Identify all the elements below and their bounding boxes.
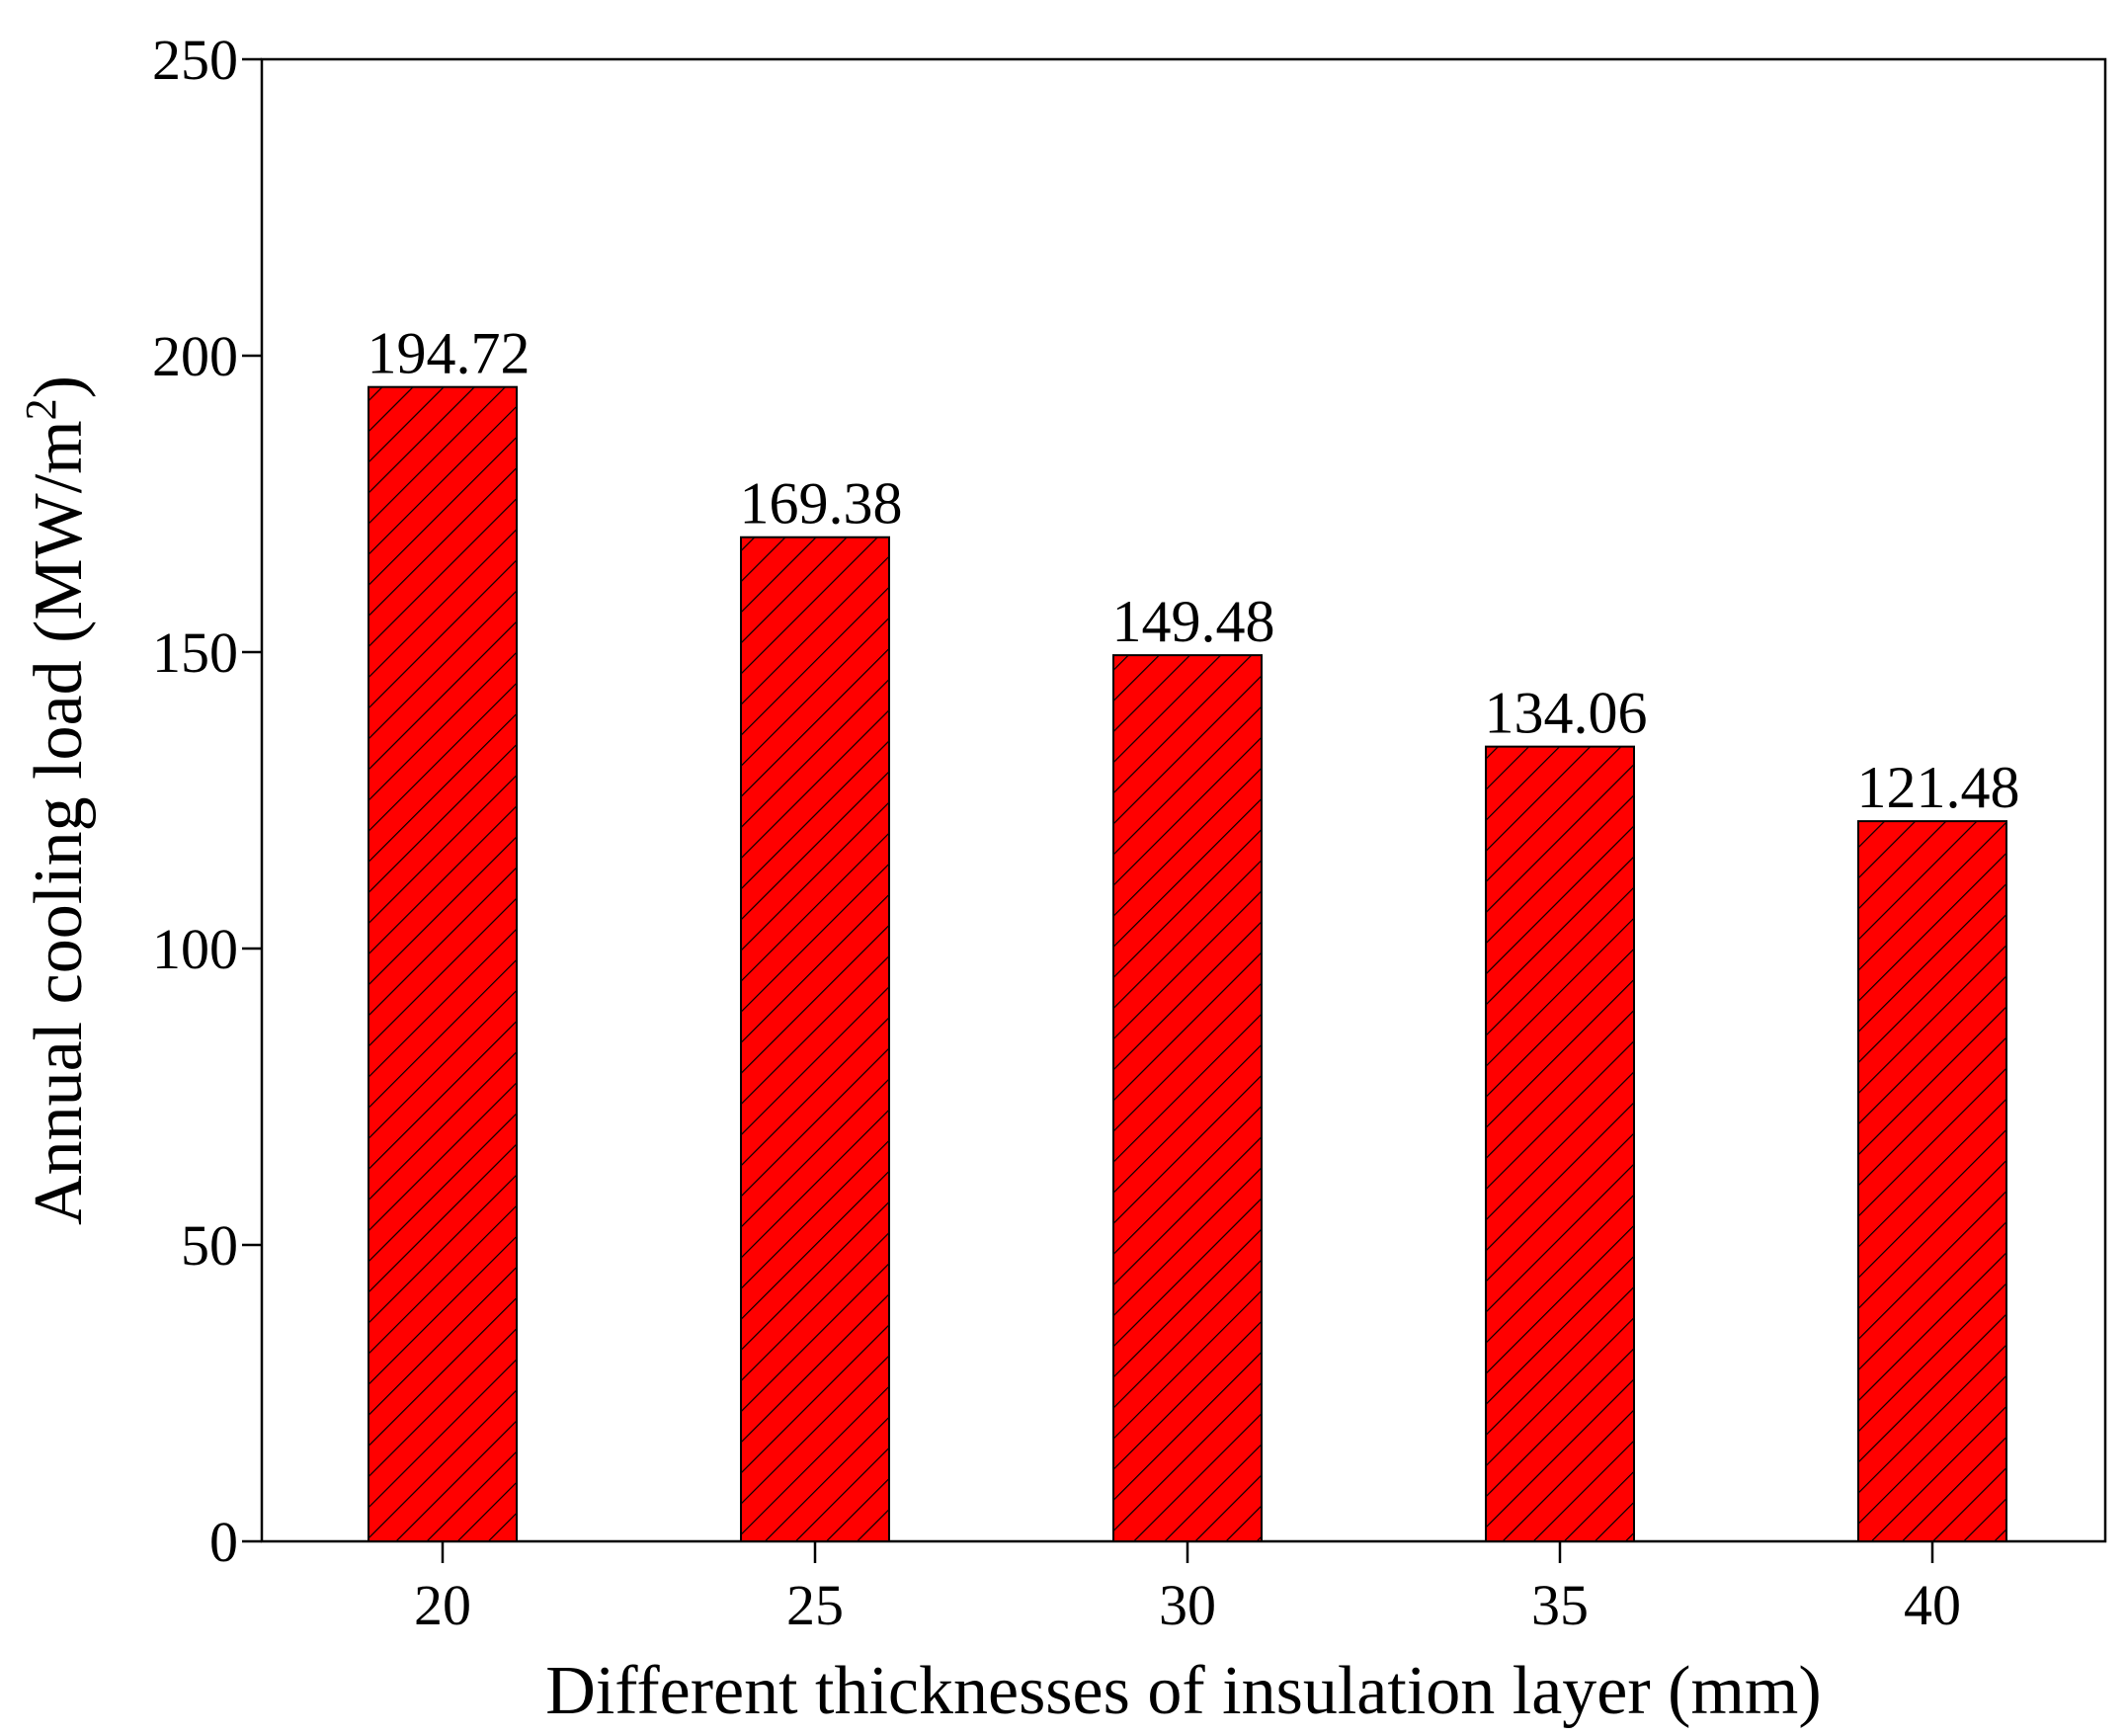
data-label-35: 134.06: [1485, 681, 1648, 746]
data-label-25: 169.38: [740, 471, 903, 537]
y-axis-title-close: ): [21, 375, 97, 398]
y-tick-label: 50: [181, 1213, 238, 1278]
x-tick-label: 25: [786, 1573, 844, 1637]
bar-20: [368, 385, 518, 1542]
bar-40: [1857, 820, 2007, 1542]
y-tick-label: 100: [152, 917, 238, 981]
x-axis-ticks: 20 25 30 35 40: [414, 1541, 1961, 1637]
y-tick-label: 250: [152, 28, 238, 92]
y-axis-ticks: 0 50 100 150 200 250: [152, 28, 262, 1574]
bar-35: [1485, 745, 1635, 1542]
data-label-40: 121.48: [1857, 755, 2020, 820]
y-axis-title: Annual cooling load (MW/m2): [17, 375, 97, 1225]
x-tick-label: 40: [1904, 1573, 1961, 1637]
x-tick-label: 30: [1159, 1573, 1216, 1637]
y-tick-label: 0: [209, 1510, 238, 1574]
x-tick-label: 20: [414, 1573, 471, 1637]
bar-30: [1112, 654, 1263, 1542]
y-axis-title-main: Annual cooling load (MW/m: [21, 420, 97, 1225]
data-label-30: 149.48: [1112, 589, 1275, 654]
y-tick-label: 150: [152, 620, 238, 685]
x-axis-title: Different thicknesses of insulation laye…: [545, 1653, 1821, 1729]
y-axis-title-superscript: 2: [17, 398, 65, 420]
y-tick-label: 200: [152, 324, 238, 388]
bars-group: [368, 385, 2007, 1542]
data-label-20: 194.72: [368, 321, 531, 386]
x-tick-label: 35: [1531, 1573, 1589, 1637]
bar-25: [740, 536, 890, 1542]
data-labels-group: 194.72 169.38 149.48 134.06 121.48: [368, 321, 2020, 820]
